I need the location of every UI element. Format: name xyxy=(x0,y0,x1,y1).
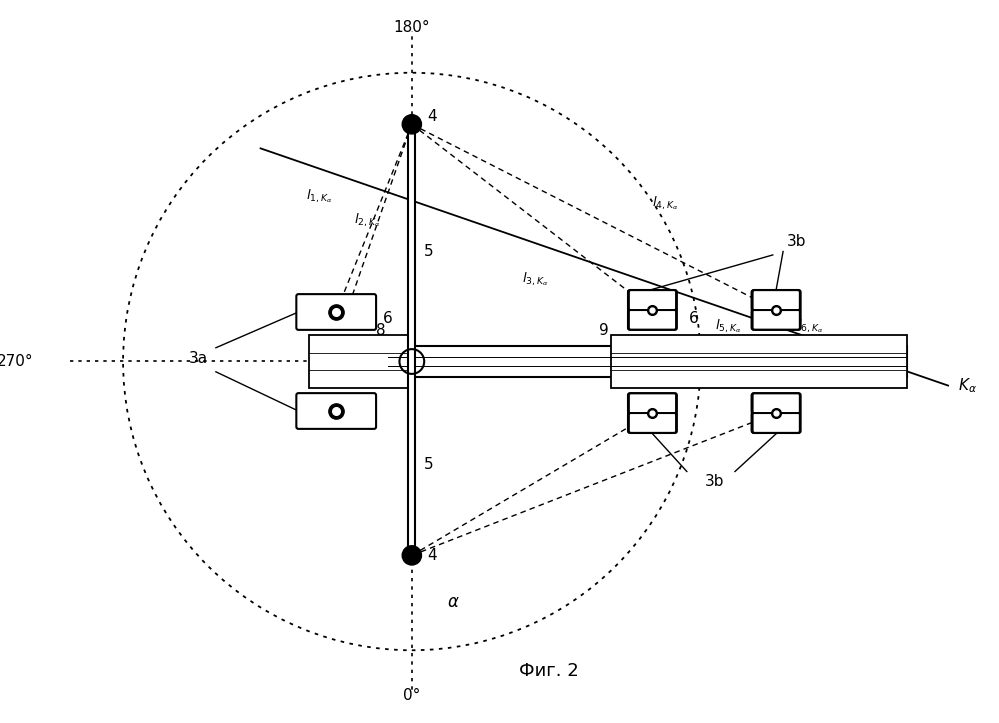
FancyBboxPatch shape xyxy=(629,413,676,432)
Text: 6: 6 xyxy=(689,312,698,326)
Text: $K_\alpha$: $K_\alpha$ xyxy=(958,376,977,395)
FancyBboxPatch shape xyxy=(753,413,799,432)
Text: 270°: 270° xyxy=(0,354,34,369)
Bar xyxy=(611,335,907,388)
Text: $l_{4,K_\alpha}$: $l_{4,K_\alpha}$ xyxy=(652,194,679,212)
Text: $l_{3,K_\alpha}$: $l_{3,K_\alpha}$ xyxy=(522,270,548,288)
FancyBboxPatch shape xyxy=(751,393,798,413)
FancyBboxPatch shape xyxy=(297,393,376,429)
Text: 180°: 180° xyxy=(394,20,431,35)
FancyBboxPatch shape xyxy=(629,393,676,413)
Text: $l_{5,K_\alpha}$: $l_{5,K_\alpha}$ xyxy=(715,317,741,335)
Text: 4: 4 xyxy=(427,548,437,563)
Text: $l_{6,K_\alpha}$: $l_{6,K_\alpha}$ xyxy=(797,317,824,335)
Text: $l_{2,K_\alpha}$: $l_{2,K_\alpha}$ xyxy=(354,212,381,229)
Text: 3a: 3a xyxy=(189,351,208,366)
Circle shape xyxy=(403,546,422,565)
Text: 0°: 0° xyxy=(404,688,421,703)
Text: 5: 5 xyxy=(425,244,434,259)
FancyBboxPatch shape xyxy=(751,310,798,330)
FancyBboxPatch shape xyxy=(751,413,798,432)
Text: 90°: 90° xyxy=(817,354,844,369)
Text: $l_{1,K_\alpha}$: $l_{1,K_\alpha}$ xyxy=(306,188,333,205)
Text: 4: 4 xyxy=(427,108,437,124)
FancyBboxPatch shape xyxy=(627,393,674,413)
Text: Фиг. 2: Фиг. 2 xyxy=(519,662,579,680)
FancyBboxPatch shape xyxy=(627,310,674,330)
Text: 6: 6 xyxy=(383,312,393,326)
Text: α: α xyxy=(448,593,459,611)
Text: 6: 6 xyxy=(750,312,760,326)
FancyBboxPatch shape xyxy=(751,291,798,310)
FancyBboxPatch shape xyxy=(297,294,376,330)
Bar xyxy=(309,335,409,388)
FancyBboxPatch shape xyxy=(627,291,674,310)
Text: 8: 8 xyxy=(376,323,386,338)
Circle shape xyxy=(403,115,422,134)
FancyBboxPatch shape xyxy=(629,291,676,310)
Text: 9: 9 xyxy=(599,323,609,338)
Bar xyxy=(388,346,907,377)
FancyBboxPatch shape xyxy=(753,291,799,310)
Text: 3b: 3b xyxy=(787,234,806,249)
FancyBboxPatch shape xyxy=(753,310,799,330)
Text: 3b: 3b xyxy=(704,474,724,489)
FancyBboxPatch shape xyxy=(629,310,676,330)
FancyBboxPatch shape xyxy=(753,393,799,413)
FancyBboxPatch shape xyxy=(627,413,674,432)
Bar xyxy=(409,117,416,561)
Text: 5: 5 xyxy=(425,457,434,472)
